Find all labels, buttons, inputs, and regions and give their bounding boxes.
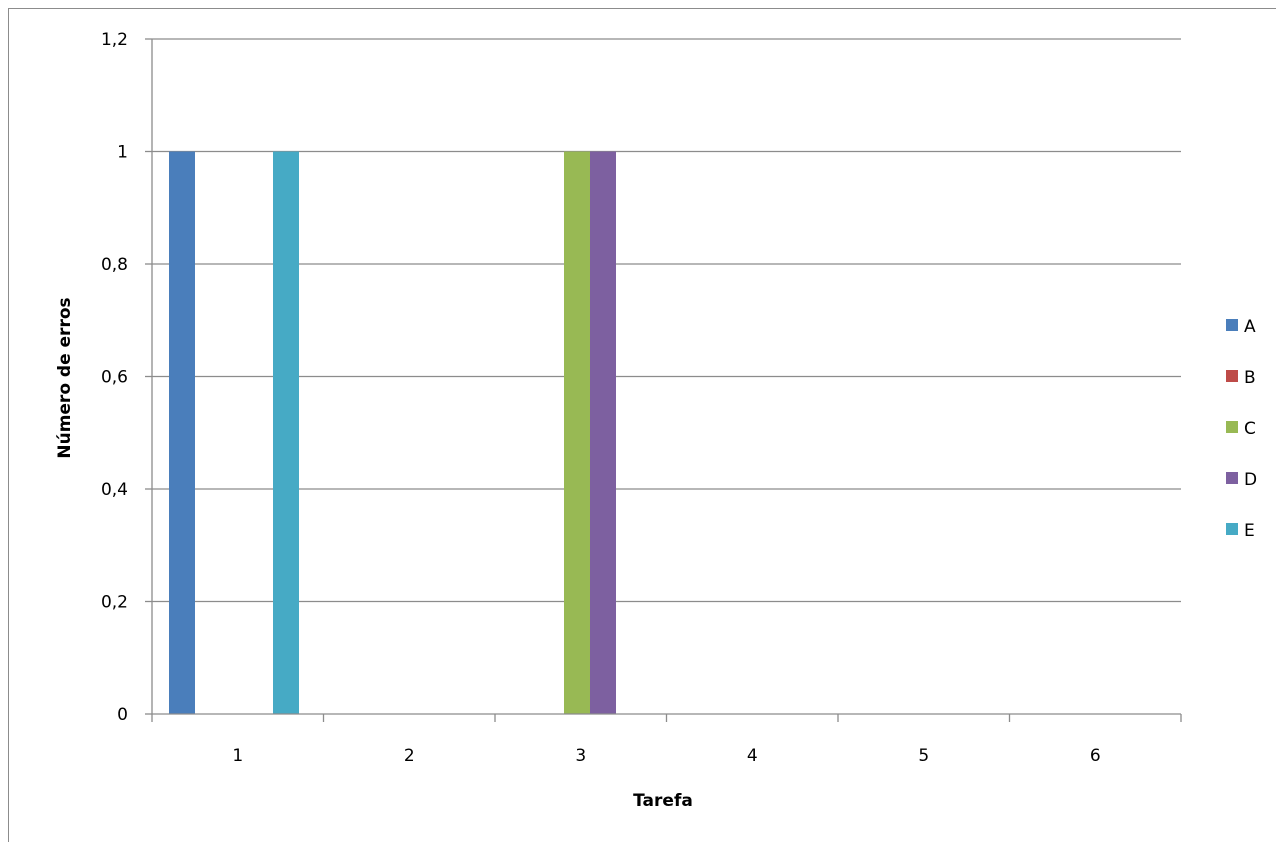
x-axis-title: Tarefa (633, 791, 693, 811)
x-tick-labels: 1 2 3 4 5 6 (232, 746, 1100, 766)
y-tick-labels: 0 0,2 0,4 0,6 0,8 1 1,2 (101, 30, 128, 725)
x-tick-label: 3 (575, 746, 586, 766)
y-tick-label: 0,8 (101, 255, 128, 275)
legend-swatch-C (1226, 421, 1238, 433)
legend-label-A: A (1244, 317, 1256, 337)
x-tick-label: 2 (404, 746, 415, 766)
y-tick-label: 0,4 (101, 480, 128, 500)
legend-swatch-B (1226, 370, 1238, 382)
legend-swatch-A (1226, 319, 1238, 331)
y-axis-title: Número de erros (55, 297, 75, 458)
bar-E-1 (273, 151, 299, 714)
y-tick-label: 0 (117, 705, 128, 725)
bar-C-3 (564, 151, 590, 714)
legend-label-B: B (1244, 368, 1256, 388)
legend-label-C: C (1244, 419, 1256, 439)
x-tick-label: 1 (232, 746, 243, 766)
legend-swatch-E (1226, 523, 1238, 535)
legend-label-E: E (1244, 521, 1255, 541)
y-tick-label: 0,6 (101, 368, 128, 388)
axes (145, 38, 1182, 722)
legend: A B C D E (1226, 317, 1257, 541)
x-tick-label: 5 (918, 746, 929, 766)
legend-swatch-D (1226, 472, 1238, 484)
y-tick-label: 0,2 (101, 593, 128, 613)
x-tick-label: 4 (747, 746, 758, 766)
y-tick-label: 1,2 (101, 30, 128, 50)
x-tick-label: 6 (1090, 746, 1101, 766)
y-tick-label: 1 (117, 143, 128, 163)
gridlines (152, 38, 1181, 603)
bar-D-3 (590, 151, 616, 714)
bars (169, 151, 616, 714)
legend-label-D: D (1244, 470, 1257, 490)
chart-frame (8, 8, 1276, 842)
bar-A-1 (169, 151, 195, 714)
